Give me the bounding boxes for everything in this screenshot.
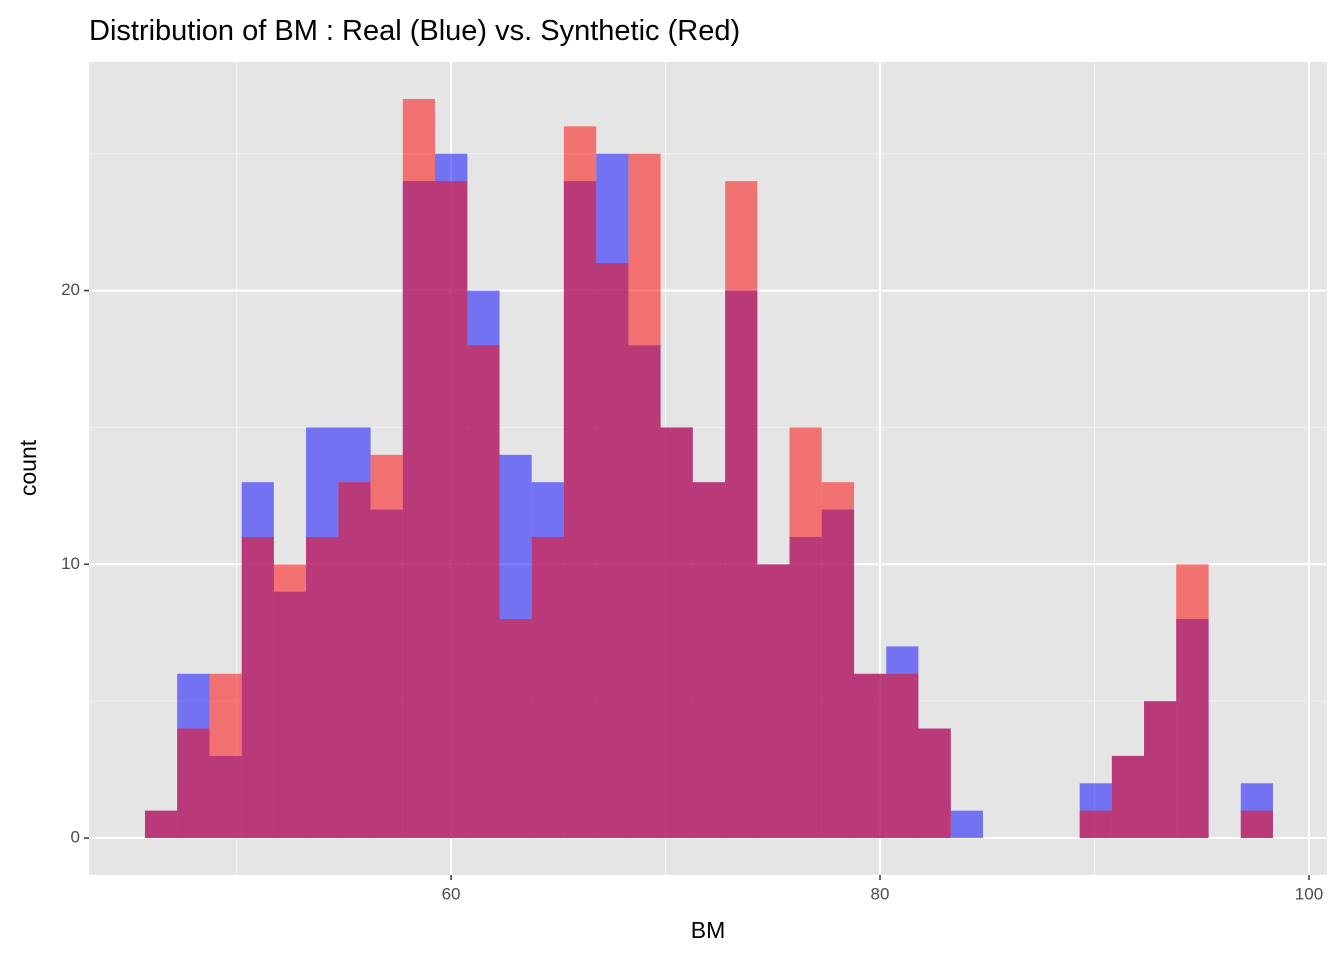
histogram-bar — [628, 153, 661, 839]
histogram-bar — [1240, 810, 1273, 839]
x-tick-label: 60 — [442, 884, 461, 903]
histogram-bar — [144, 810, 178, 839]
histogram-bar — [306, 536, 339, 839]
chart-title: Distribution of BM : Real (Blue) vs. Syn… — [89, 15, 740, 47]
y-axis-title: count — [15, 439, 41, 496]
histogram-bar — [1111, 755, 1145, 839]
histogram-bar — [434, 181, 468, 839]
histogram-bar — [467, 345, 500, 839]
histogram-bar — [692, 482, 726, 839]
histogram-bar — [757, 564, 790, 839]
x-tick-label: 100 — [1295, 884, 1323, 903]
histogram-bar — [660, 427, 693, 839]
histogram-bar — [725, 181, 758, 839]
histogram-bar — [209, 673, 242, 839]
histogram-bar — [918, 728, 951, 839]
histogram-bar — [499, 619, 532, 839]
histogram-bar — [821, 482, 855, 839]
histogram-bar — [273, 564, 307, 839]
histogram-bar — [177, 728, 210, 839]
histogram-bar — [854, 673, 887, 839]
histogram-bar — [338, 482, 371, 839]
histogram-bar — [596, 263, 629, 839]
histogram-bar — [886, 673, 919, 839]
histogram-bar — [402, 98, 435, 839]
x-tick-label: 80 — [871, 884, 890, 903]
histogram-bar — [950, 810, 983, 839]
histogram-bar — [1176, 564, 1209, 839]
histogram-bar — [789, 427, 822, 839]
y-tick-label: 10 — [61, 554, 80, 573]
histogram-bar — [531, 536, 564, 839]
histogram-bar — [241, 536, 274, 839]
y-tick-label: 20 — [61, 280, 80, 299]
histogram-bar — [563, 126, 597, 839]
histogram-bar — [370, 454, 403, 839]
x-axis-title: BM — [691, 917, 726, 943]
histogram-bar — [1079, 810, 1112, 839]
y-tick-label: 0 — [71, 828, 80, 847]
histogram-bar — [1144, 701, 1177, 839]
